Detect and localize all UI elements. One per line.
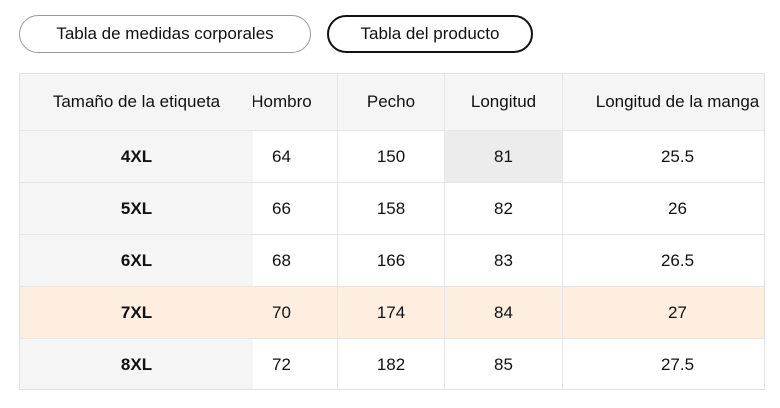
tab[interactable]: Tabla de medidas corporales (19, 15, 311, 53)
header-cell: Longitud (445, 74, 563, 131)
measure-cell: 85 (445, 339, 563, 389)
size-label-cell: 5XL (20, 183, 254, 235)
measure-cell: 27.5 (563, 339, 764, 389)
size-label-cell: 4XL (20, 131, 254, 183)
measure-cell: 84 (445, 287, 563, 339)
measure-cell: 70 (253, 287, 338, 339)
measure-cell: 64 (253, 131, 338, 183)
header-cell: Hombro (253, 74, 338, 131)
header-cell: Longitud de la manga (563, 74, 764, 131)
measure-cell: 68 (253, 235, 338, 287)
header-cell: Tamaño de la etiqueta (20, 74, 254, 131)
measure-cell: 158 (338, 183, 445, 235)
table-scroll-area: Hombro Pecho Longitud Longitud de la manga 6… (253, 74, 764, 389)
measure-cell: 83 (445, 235, 563, 287)
measure-cell: 26.5 (563, 235, 764, 287)
measure-cell: 82 (445, 183, 563, 235)
size-label-cell: 6XL (20, 235, 254, 287)
size-table: Tamaño de la etiqueta 4XL 5XL 6XL 7XL 8XL Homb… (19, 73, 765, 390)
measure-cell: 72 (253, 339, 338, 389)
size-label-cell: 7XL (20, 287, 254, 339)
measure-cell: 166 (338, 235, 445, 287)
measure-cell: 26 (563, 183, 764, 235)
measure-cell: 25.5 (563, 131, 764, 183)
measure-cell: 27 (563, 287, 764, 339)
tab-selected[interactable]: Tabla del producto (327, 15, 533, 53)
measure-cell: 66 (253, 183, 338, 235)
size-label-cell: 8XL (20, 339, 254, 389)
measure-cell: 182 (338, 339, 445, 389)
header-cell: Pecho (338, 74, 445, 131)
measure-cell: 81 (445, 131, 563, 183)
measure-cell: 174 (338, 287, 445, 339)
measure-cell: 150 (338, 131, 445, 183)
